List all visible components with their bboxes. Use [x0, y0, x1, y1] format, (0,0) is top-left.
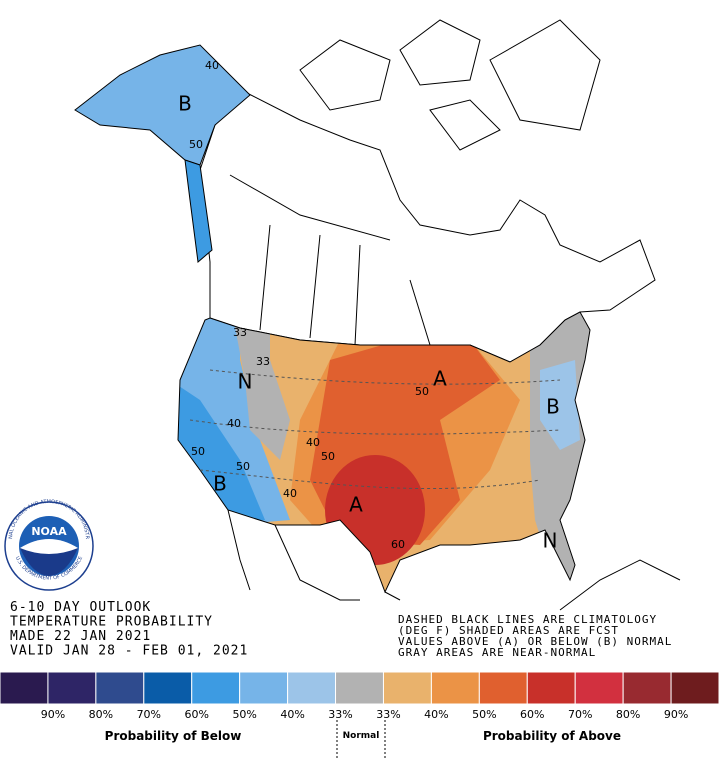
legend-swatch — [574, 671, 624, 705]
noaa-logo: NOAA NATIONAL OCEANIC AND ATMOSPHERIC AD… — [0, 0, 94, 591]
border — [309, 234, 321, 339]
contour-label: 50 — [191, 445, 205, 458]
contour-label: 50 — [321, 450, 335, 463]
alaska — [74, 44, 251, 166]
legend-swatch — [478, 671, 528, 705]
note-line: (DEG F) SHADED AREAS ARE FCST — [398, 624, 619, 637]
legend-swatch — [622, 671, 672, 705]
border — [259, 224, 271, 331]
contour-label: 50 — [189, 138, 203, 151]
title-line: 6-10 DAY OUTLOOK — [10, 600, 151, 615]
coast — [274, 524, 360, 601]
border — [354, 244, 361, 346]
legend-above-title: Probability of Above — [483, 729, 621, 743]
legend-swatch — [95, 671, 145, 705]
notes-block: DASHED BLACK LINES ARE CLIMATOLOGY(DEG F… — [398, 613, 672, 659]
us-shading — [178, 312, 590, 592]
arctic-island — [399, 19, 481, 86]
legend-tick: 80% — [89, 708, 113, 721]
legend-tick: 90% — [41, 708, 65, 721]
region-letter: N — [238, 370, 253, 394]
legend-below-title: Probability of Below — [105, 729, 242, 743]
legend-tick: 80% — [616, 708, 640, 721]
arctic-island — [299, 39, 391, 111]
logo-ring-top-path: NATIONAL OCEANIC AND ATMOSPHERIC ADMINIS… — [0, 0, 90, 540]
border — [229, 174, 391, 241]
legend-tick: 60% — [185, 708, 209, 721]
coast — [384, 591, 401, 601]
legend-tick: 33% — [376, 708, 400, 721]
legend-swatch — [670, 671, 719, 705]
note-line: GRAY AREAS ARE NEAR-NORMAL — [398, 646, 596, 659]
legend-tick: 60% — [520, 708, 544, 721]
legend-tick: 40% — [280, 708, 304, 721]
note-line: VALUES ABOVE (A) OR BELOW (B) NORMAL — [398, 635, 672, 648]
legend-swatch — [239, 671, 289, 705]
contour-label: 40 — [306, 436, 320, 449]
coast — [227, 509, 251, 591]
legend-tick: 50% — [472, 708, 496, 721]
legend-tick: 70% — [137, 708, 161, 721]
contour-label: 40 — [227, 417, 241, 430]
alaska-panhandle — [184, 159, 213, 263]
legend-swatch — [430, 671, 480, 705]
legend-normal-title: Normal — [343, 731, 380, 741]
title-line: VALID JAN 28 - FEB 01, 2021 — [10, 644, 248, 659]
us-outline — [177, 311, 591, 594]
title-line: MADE 22 JAN 2021 — [10, 629, 151, 644]
legend-tick: 33% — [328, 708, 352, 721]
legend-tick: 40% — [424, 708, 448, 721]
legend-tick: 90% — [664, 708, 688, 721]
climatology-lines — [189, 369, 561, 490]
shade-60-above — [325, 455, 425, 565]
logo-ring-top: NATIONAL OCEANIC AND ATMOSPHERIC ADMINIS… — [0, 0, 90, 540]
arctic-island — [489, 19, 601, 131]
contour-label: 40 — [205, 59, 219, 72]
legend-swatch — [47, 671, 97, 705]
legend: 90% 80% 70% 60% 50% 40% 33% 33% 40% 50% 60% 70% 80% 9… — [0, 671, 719, 721]
region-letter: A — [433, 367, 447, 391]
border — [409, 279, 431, 346]
title-line: TEMPERATURE PROBABILITY — [10, 615, 213, 630]
legend-tick: 50% — [232, 708, 256, 721]
contour-label: 40 — [283, 487, 297, 500]
canada — [199, 91, 656, 363]
legend-swatch — [143, 671, 193, 705]
region-letter: B — [178, 92, 192, 116]
legend-swatch — [382, 671, 432, 705]
legend-swatch — [287, 671, 337, 705]
note-line: DASHED BLACK LINES ARE CLIMATOLOGY — [398, 613, 657, 626]
legend-swatch — [335, 671, 384, 705]
region-letter: N — [543, 529, 558, 553]
shade-normal — [230, 312, 290, 460]
region-letter: A — [349, 493, 363, 517]
coast — [559, 559, 681, 611]
region-letter: B — [546, 395, 560, 419]
logo-name: NOAA — [31, 525, 67, 538]
legend-swatch — [526, 671, 576, 705]
legend-tick: 70% — [568, 708, 592, 721]
contour-label: 60 — [391, 538, 405, 551]
legend-swatch — [0, 671, 49, 705]
contour-label: 33 — [256, 355, 270, 368]
arctic-island — [429, 99, 501, 151]
contour-label: 50 — [415, 385, 429, 398]
contour-label: 33 — [233, 326, 247, 339]
region-letter: B — [213, 472, 227, 496]
legend-swatch — [191, 671, 241, 705]
contour-label: 50 — [236, 460, 250, 473]
shade-33-below-east — [540, 360, 580, 450]
